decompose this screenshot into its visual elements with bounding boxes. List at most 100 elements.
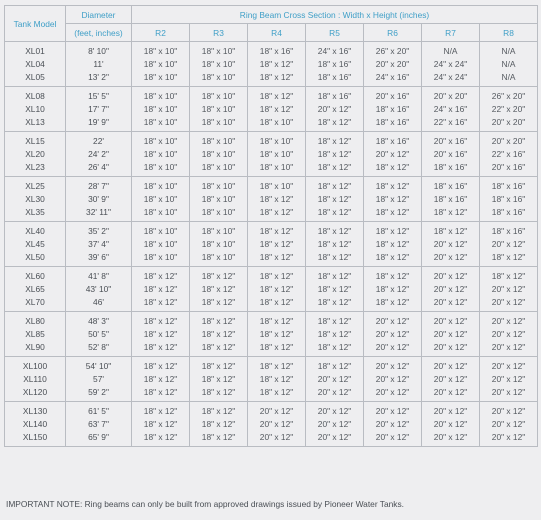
size-cell-line: 18" x 12"	[375, 161, 410, 172]
size-cell-line: 18" x 10"	[259, 148, 294, 159]
size-cell-line: 20" x 12"	[433, 238, 468, 249]
size-cell-line: 18" x 10"	[201, 161, 236, 172]
size-cell: 18" x 12" 18" x 12" 18" x 12"	[131, 311, 190, 357]
size-cell-line: 20" x 12"	[433, 418, 468, 429]
size-cell: 18" x 12" 18" x 12" 18" x 12"	[247, 266, 306, 312]
size-cell-line: 20" x 12"	[491, 418, 526, 429]
size-cell: 18" x 12" 18" x 12" 18" x 12"	[363, 221, 422, 267]
size-cell-line: 20" x 12"	[433, 283, 468, 294]
tank-model-cell-line: XL65	[25, 283, 45, 294]
size-cell-line: 20" x 12"	[433, 431, 468, 442]
size-cell: 18" x 12" 18" x 12" 18" x 12"	[131, 266, 190, 312]
size-cell-line: 18" x 12"	[433, 225, 468, 236]
size-cell-line: 18" x 12"	[259, 328, 294, 339]
tank-model-cell-line: XL90	[25, 341, 45, 352]
important-note: IMPORTANT NOTE: Ring beams can only be b…	[6, 499, 404, 509]
size-cell: N/A N/A N/A	[478, 41, 539, 87]
size-cell-line: 18" x 16"	[317, 90, 352, 101]
size-cell-line: 18" x 12"	[375, 251, 410, 262]
size-cell-line: 18" x 16"	[491, 180, 526, 191]
size-cell-line: 18" x 10"	[143, 58, 178, 69]
diameter-cell-line: 59' 2"	[88, 386, 109, 397]
table-row: XL100 XL110 XL120 54' 10" 57' 59' 2" 18" x 12"…	[4, 356, 539, 402]
tank-model-cell: XL08 XL10 XL13	[4, 86, 66, 132]
diameter-cell-line: 8' 10"	[88, 45, 109, 56]
size-cell: 20" x 20" 22" x 16" 20" x 16"	[478, 131, 539, 177]
diameter-cell-line: 43' 10"	[85, 283, 112, 294]
size-cell: 18" x 16" 18" x 16" 18" x 16"	[478, 176, 539, 222]
size-cell-line: 18" x 10"	[143, 103, 178, 114]
size-cell-line: 20" x 12"	[375, 360, 410, 371]
size-cell-line: 24" x 16"	[375, 71, 410, 82]
size-cell-line: 20" x 12"	[317, 418, 352, 429]
size-cell-line: 20" x 16"	[491, 161, 526, 172]
size-cell-line: 18" x 10"	[143, 180, 178, 191]
size-cell-line: 18" x 12"	[317, 225, 352, 236]
tank-model-cell-line: XL25	[25, 180, 45, 191]
size-cell: 18" x 10" 18" x 10" 18" x 10"	[131, 41, 190, 87]
size-cell-line: 18" x 12"	[259, 58, 294, 69]
size-cell-line: 18" x 12"	[201, 283, 236, 294]
size-cell: 18" x 12" 18" x 12" 18" x 12"	[363, 266, 422, 312]
diameter-cell-line: 26' 4"	[88, 161, 109, 172]
size-cell-line: 18" x 10"	[201, 116, 236, 127]
size-cell: 18" x 10" 18" x 10" 18" x 10"	[189, 131, 248, 177]
diameter-cell-line: 48' 3"	[88, 315, 109, 326]
size-cell-line: 18" x 12"	[259, 251, 294, 262]
diameter-header: Diameter	[65, 5, 132, 24]
size-cell-line: 18" x 12"	[317, 341, 352, 352]
size-cell-line: 18" x 12"	[201, 296, 236, 307]
diameter-cell-line: 13' 2"	[88, 71, 109, 82]
diameter-cell: 22' 24' 2" 26' 4"	[65, 131, 132, 177]
size-cell-line: 18" x 10"	[201, 251, 236, 262]
tank-model-cell: XL15 XL20 XL23	[4, 131, 66, 177]
size-cell: 24" x 16" 18" x 16" 18" x 16"	[305, 41, 364, 87]
size-cell-line: 18" x 12"	[317, 238, 352, 249]
diameter-cell-line: 63' 7"	[88, 418, 109, 429]
size-cell-line: 18" x 12"	[259, 103, 294, 114]
size-cell-line: 24" x 24"	[433, 58, 468, 69]
size-cell: 20" x 12" 20" x 12" 20" x 12"	[363, 356, 422, 402]
tank-model-cell: XL100 XL110 XL120	[4, 356, 66, 402]
size-cell-line: 20" x 12"	[317, 431, 352, 442]
size-cell-line: 18" x 12"	[491, 270, 526, 281]
tank-model-cell-line: XL08	[25, 90, 45, 101]
size-cell-line: 18" x 12"	[143, 283, 178, 294]
size-cell: 20" x 12" 20" x 12" 20" x 12"	[421, 356, 480, 402]
diameter-cell: 61' 5" 63' 7" 65' 9"	[65, 401, 132, 447]
size-cell-line: 18" x 12"	[259, 373, 294, 384]
size-cell-line: 18" x 12"	[317, 328, 352, 339]
size-cell-line: 20" x 12"	[259, 431, 294, 442]
size-cell-line: 18" x 12"	[259, 71, 294, 82]
diameter-cell-line: 24' 2"	[88, 148, 109, 159]
size-cell: 20" x 12" 20" x 12" 20" x 12"	[363, 401, 422, 447]
size-cell-line: 20" x 20"	[433, 90, 468, 101]
tank-model-cell: XL25 XL30 XL35	[4, 176, 66, 222]
size-cell-line: 18" x 12"	[201, 386, 236, 397]
table-row: XL80 XL85 XL90 48' 3" 50' 5" 52' 8" 18" x 12" 1…	[4, 311, 539, 357]
size-cell-line: 18" x 10"	[143, 225, 178, 236]
size-cell: N/A 24" x 24" 24" x 24"	[421, 41, 480, 87]
size-cell-line: 20" x 12"	[433, 270, 468, 281]
size-cell-line: 20" x 16"	[433, 135, 468, 146]
diameter-unit-header: (feet, inches)	[65, 23, 132, 42]
size-cell: 18" x 12" 18" x 12" 18" x 12"	[305, 221, 364, 267]
size-cell-line: 18" x 10"	[201, 225, 236, 236]
size-cell-line: 22" x 20"	[491, 103, 526, 114]
size-cell-line: 18" x 12"	[259, 225, 294, 236]
diameter-cell-line: 52' 8"	[88, 341, 109, 352]
size-cell-line: 20" x 12"	[491, 431, 526, 442]
size-cell-line: 18" x 12"	[375, 283, 410, 294]
size-cell: 18" x 12" 20" x 12" 20" x 12"	[421, 221, 480, 267]
size-cell-line: 20" x 12"	[491, 341, 526, 352]
tank-model-cell: XL80 XL85 XL90	[4, 311, 66, 357]
size-cell-line: 20" x 12"	[433, 341, 468, 352]
size-cell-line: 18" x 16"	[433, 161, 468, 172]
size-cell-line: 20" x 12"	[433, 360, 468, 371]
size-cell: 18" x 10" 18" x 10" 18" x 10"	[189, 41, 248, 87]
size-cell-line: 18" x 12"	[317, 161, 352, 172]
size-cell-line: N/A	[443, 45, 458, 56]
size-cell-line: 20" x 12"	[375, 418, 410, 429]
size-cell-line: 18" x 10"	[201, 238, 236, 249]
size-cell-line: 18" x 12"	[375, 238, 410, 249]
